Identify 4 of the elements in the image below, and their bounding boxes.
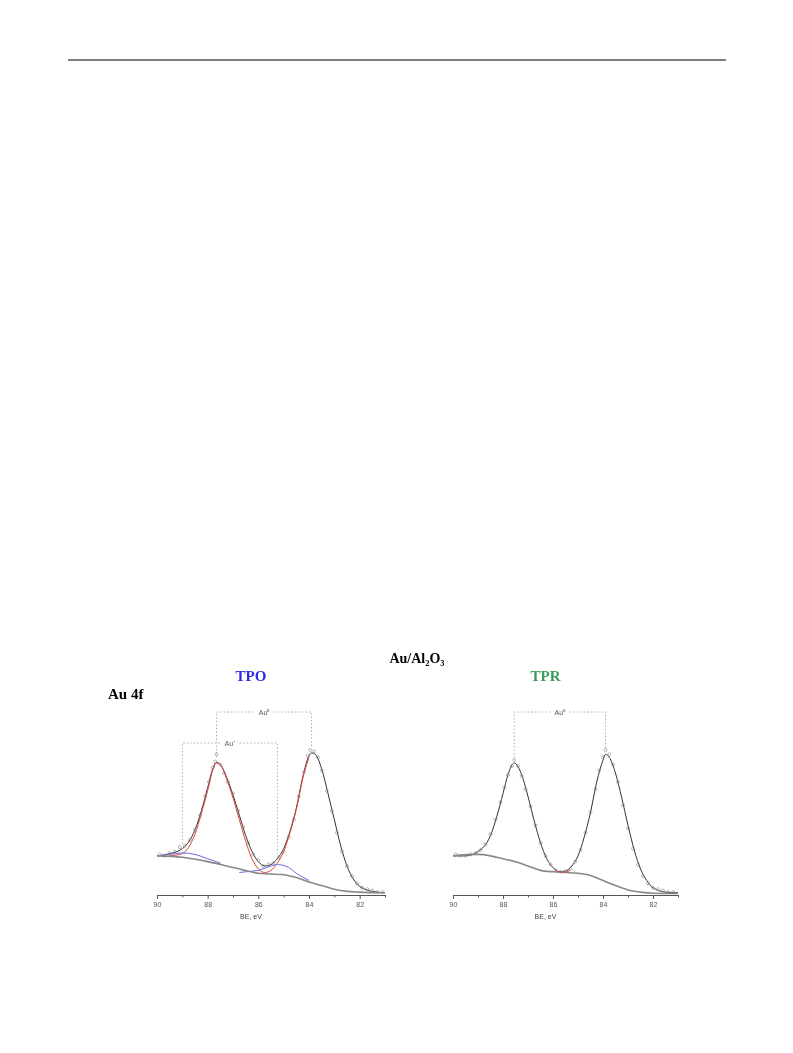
chart-subtitle: TPR [530,668,561,684]
text: Au/Al₂O₃ [389,651,445,666]
chart-subtitle: TPO [235,668,267,684]
y-axis-title: Au 4f [108,686,145,702]
